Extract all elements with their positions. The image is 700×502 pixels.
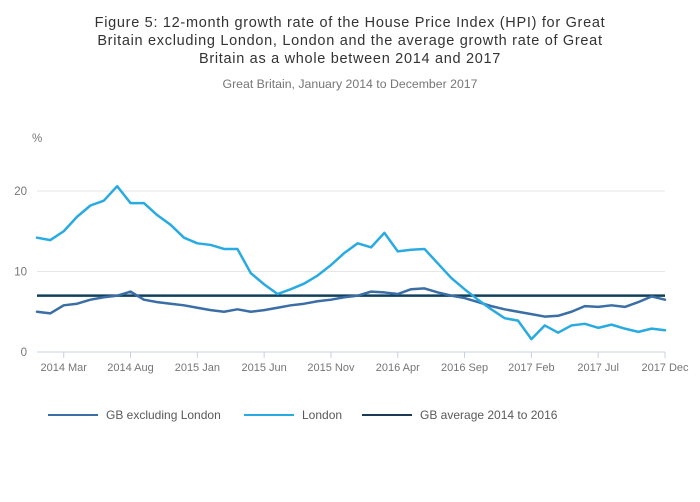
svg-text:2016 Sep: 2016 Sep	[441, 362, 488, 374]
svg-text:2014 Mar: 2014 Mar	[40, 362, 87, 374]
svg-text:2017 Dec: 2017 Dec	[641, 362, 689, 374]
svg-text:20: 20	[14, 186, 27, 198]
svg-text:2017 Feb: 2017 Feb	[508, 362, 554, 374]
svg-text:2015 Nov: 2015 Nov	[307, 362, 355, 374]
svg-text:2014 Aug: 2014 Aug	[107, 362, 154, 374]
svg-text:2015 Jun: 2015 Jun	[242, 362, 287, 374]
svg-text:0: 0	[21, 347, 27, 359]
svg-text:10: 10	[14, 267, 27, 279]
svg-text:2017 Jul: 2017 Jul	[577, 362, 619, 374]
svg-text:2016 Apr: 2016 Apr	[376, 362, 420, 374]
svg-text:2015 Jan: 2015 Jan	[175, 362, 220, 374]
